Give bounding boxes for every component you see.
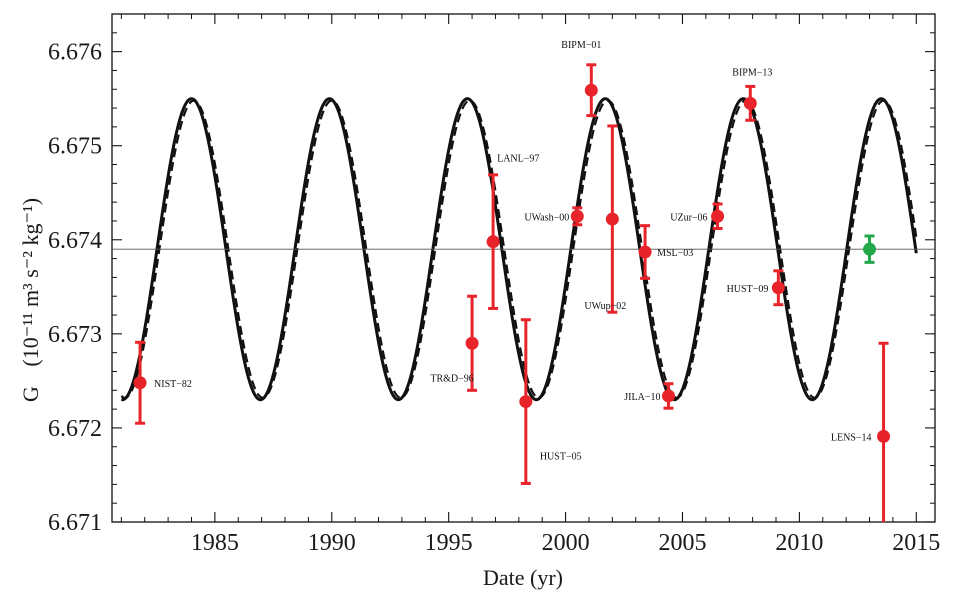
point-hust09: HUST−09 (727, 269, 785, 307)
point-uwup02: UWup−02 (584, 124, 626, 314)
tick-labels: 1985 1990 1995 2000 2005 2010 2015 6.671 6.672 6.… (48, 40, 940, 556)
x-tick-label: 2010 (775, 530, 823, 556)
data-marker (605, 212, 619, 226)
data-marker (584, 83, 598, 97)
point-label: LANL−97 (497, 154, 539, 165)
data-marker (863, 242, 877, 256)
point-label: JILA−10 (624, 392, 660, 403)
point-lanl97: LANL−97 (486, 154, 539, 310)
point-label: TR&D−96 (430, 373, 473, 384)
data-marker (133, 376, 147, 390)
point-reference (863, 234, 877, 264)
fit-curve-dashed (120, 99, 918, 399)
point-label: UWup−02 (584, 301, 626, 312)
plot-frame (111, 13, 936, 523)
data-points: NIST−82 TR&D−96 LANL−97 HUST−05 UWash−00 BIPM… (133, 40, 891, 522)
point-label: HUST−09 (727, 284, 769, 295)
point-lens14: LENS−14 (831, 341, 891, 522)
point-bipm13: BIPM−13 (732, 67, 772, 122)
data-marker (743, 96, 757, 110)
plot-area (111, 13, 936, 523)
y-axis-title: G (10⁻¹¹ m³ s⁻² kg⁻¹) (18, 198, 43, 402)
point-uzur06: UZur−06 (670, 202, 725, 230)
point-label: BIPM−01 (561, 40, 601, 51)
data-marker (661, 389, 675, 403)
y-axis-title-main: G (18, 386, 43, 402)
y-tick-label: 6.672 (48, 416, 102, 442)
axis-ticks (112, 13, 935, 523)
point-msl03: MSL−03 (638, 224, 693, 280)
data-marker (570, 209, 584, 223)
y-tick-label: 6.674 (48, 228, 102, 254)
point-nist82: NIST−82 (133, 340, 192, 425)
point-jila10: JILA−10 (624, 382, 675, 410)
point-label: BIPM−13 (732, 67, 772, 78)
point-label: MSL−03 (657, 248, 693, 259)
data-marker (519, 395, 533, 409)
point-label: HUST−05 (540, 452, 582, 463)
y-tick-label: 6.676 (48, 40, 102, 66)
data-marker (465, 336, 479, 350)
data-marker (486, 235, 500, 249)
x-tick-label: 1990 (308, 530, 356, 556)
x-axis-title: Date (yr) (483, 565, 563, 590)
data-marker (711, 209, 725, 223)
point-label: LENS−14 (831, 432, 872, 443)
point-label: NIST−82 (154, 379, 192, 390)
point-bipm01: BIPM−01 (561, 40, 601, 118)
y-tick-label: 6.675 (48, 134, 102, 160)
x-tick-label: 1995 (425, 530, 473, 556)
point-hust05: HUST−05 (519, 318, 582, 485)
data-marker (877, 429, 891, 443)
data-marker (638, 245, 652, 259)
x-tick-label: 2015 (892, 530, 940, 556)
point-uwash00: UWash−00 (524, 206, 584, 227)
y-tick-label: 6.671 (48, 510, 102, 536)
x-tick-label: 1985 (191, 530, 239, 556)
y-tick-label: 6.673 (48, 322, 102, 348)
x-tick-label: 2000 (542, 530, 590, 556)
point-label: UWash−00 (524, 212, 569, 223)
y-axis-title-units: (10⁻¹¹ m³ s⁻² kg⁻¹) (18, 198, 43, 367)
x-tick-label: 2005 (658, 530, 706, 556)
point-label: UZur−06 (670, 212, 707, 223)
svg-text:G (10⁻¹¹ m³ s⁻² kg⁻¹): G (10⁻¹¹ m³ s⁻² kg⁻¹) (18, 198, 43, 402)
point-trd96: TR&D−96 (430, 294, 479, 392)
data-marker (771, 281, 785, 295)
